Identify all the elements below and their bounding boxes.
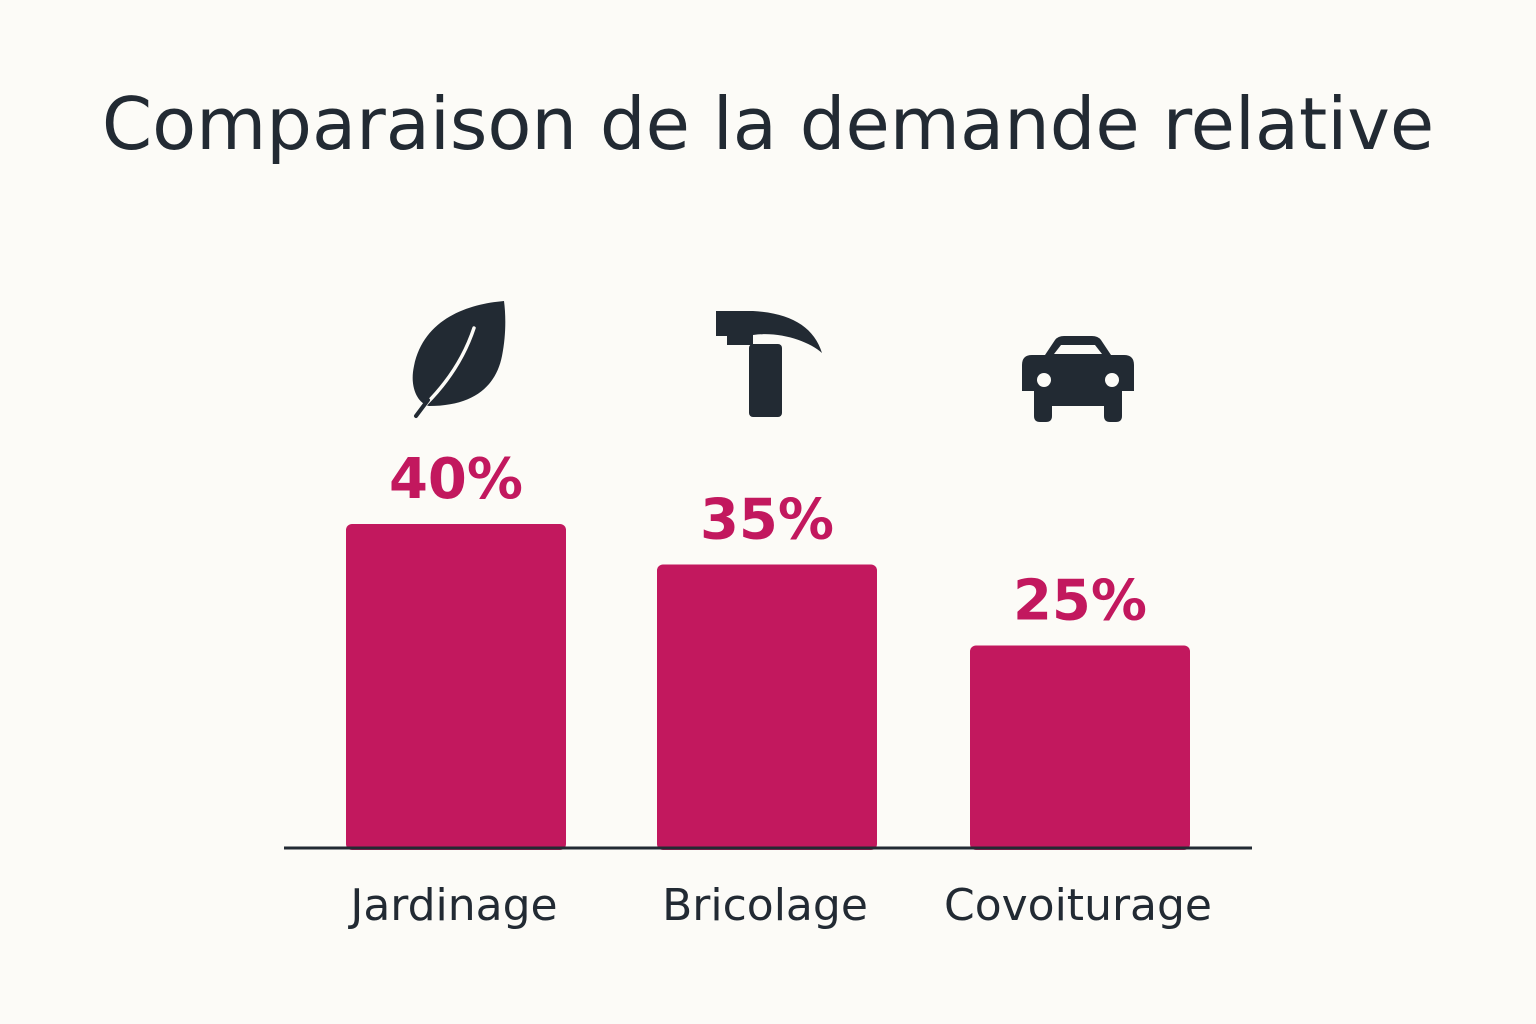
- category-label: Jardinage: [347, 880, 557, 931]
- value-label: 35%: [700, 488, 834, 553]
- bar-bricolage: [657, 564, 877, 850]
- leaf-icon: [412, 301, 506, 418]
- hammer-icon: [716, 311, 822, 417]
- value-label: 25%: [1013, 569, 1147, 634]
- chart-title: Comparaison de la demande relative: [101, 82, 1435, 166]
- category-label: Bricolage: [662, 880, 868, 931]
- bar-jardinage: [346, 524, 566, 850]
- value-label: 40%: [389, 447, 523, 512]
- category-label: Covoiturage: [944, 880, 1212, 931]
- bar-covoiturage: [970, 645, 1190, 850]
- car-icon: [1022, 336, 1134, 422]
